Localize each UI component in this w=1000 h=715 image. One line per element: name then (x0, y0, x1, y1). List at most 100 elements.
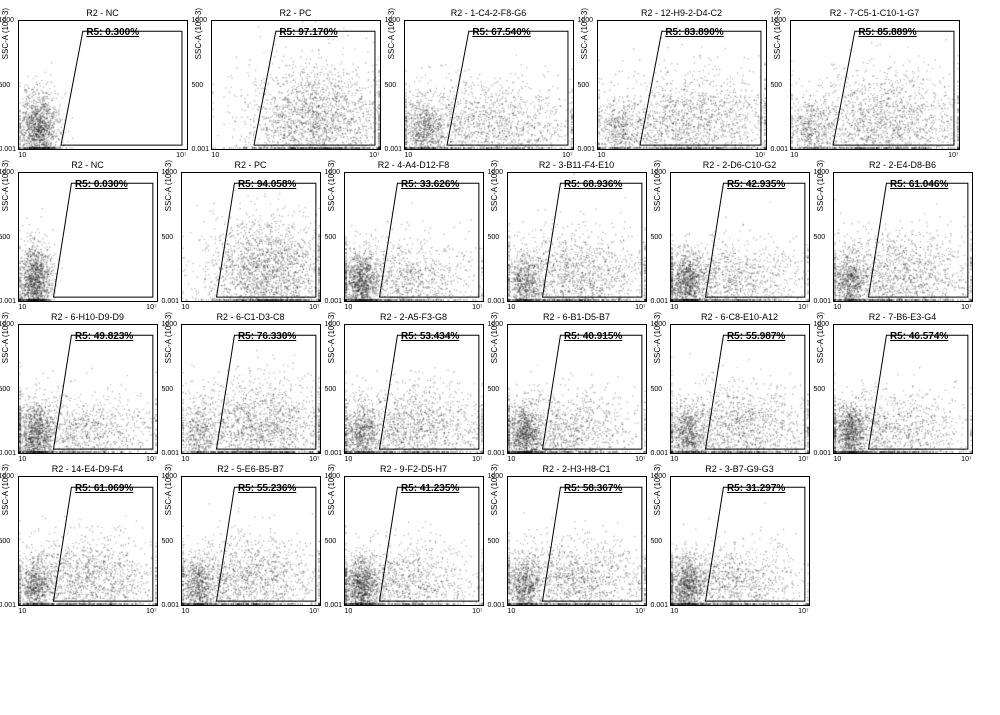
scatter-plot: SSC-A (10^-3)10005000.0011010⁷R5: 55.987… (670, 324, 810, 454)
scatter-plot: SSC-A (10^-3)10005000.0011010⁷R5: 46.574… (833, 324, 973, 454)
x-tick: 10 (182, 304, 190, 311)
y-tick: 500 (651, 538, 663, 545)
flow-panel: R2 - 14-E4-D9-F4 SSC-A (10^-3)10005000.00… (10, 464, 165, 606)
panel-title: R2 - PC (234, 160, 266, 170)
flow-panel: R2 - 6-H10-D9-D9SSC-A (10^-3)10005000.00… (10, 312, 165, 454)
x-tick: 10 (508, 608, 516, 615)
flow-panel: R2 - 2-A5-F3-G8SSC-A (10^-3)10005000.001… (336, 312, 491, 454)
y-tick: 500 (578, 82, 590, 89)
x-tick: 10 (182, 608, 190, 615)
y-axis-label: SSC-A (10^-3) (327, 464, 336, 515)
gate-label: R5: 61.069% (75, 483, 133, 494)
gate-label: R5: 61.046% (890, 179, 948, 190)
gate-polygon (671, 173, 809, 301)
y-tick: 1000 (0, 473, 14, 480)
flow-panel: R2 - 2-E4-D8-B6SSC-A (10^-3)10005000.001… (825, 160, 980, 302)
y-tick: 500 (651, 386, 663, 393)
gate-polygon (345, 325, 483, 453)
scatter-plot: SSC-A (10^-3)10005000.0011010⁷R5: 83.890… (597, 20, 767, 150)
y-tick: 1000 (385, 17, 401, 24)
y-axis-label: SSC-A (10^-3) (164, 312, 173, 363)
y-tick: 500 (651, 234, 663, 241)
y-axis-label: SSC-A (10^-3) (490, 312, 499, 363)
y-tick: 1000 (651, 321, 667, 328)
y-tick: 0.001 (325, 450, 343, 457)
y-axis-label: SSC-A (10^-3) (580, 8, 589, 59)
x-tick: 10 (671, 608, 679, 615)
gate-polygon (182, 173, 320, 301)
y-axis-label: SSC-A (10^-3) (653, 464, 662, 515)
x-tick: 10⁷ (146, 304, 156, 311)
y-tick: 1000 (192, 17, 208, 24)
gate-polygon (182, 325, 320, 453)
scatter-plot: SSC-A (10^-3)10005000.0011010⁷R5: 58.367… (507, 476, 647, 606)
gate-polygon (671, 477, 809, 605)
y-tick: 500 (771, 82, 783, 89)
y-tick: 1000 (325, 473, 341, 480)
flow-panel: R2 - 5-E6-B5-B7SSC-A (10^-3)10005000.001… (173, 464, 328, 606)
gate-label: R5: 42.935% (727, 179, 785, 190)
y-tick: 1000 (0, 321, 14, 328)
panel-title: R2 - 6-B1-D5-B7 (543, 312, 610, 322)
scatter-plot: SSC-A (10^-3)10005000.0011010⁷R5: 76.330… (181, 324, 321, 454)
y-tick: 0.001 (0, 298, 16, 305)
y-tick: 1000 (578, 17, 594, 24)
scatter-plot: SSC-A (10^-3)10005000.0011010⁷R5: 42.935… (670, 172, 810, 302)
y-tick: 0.001 (488, 602, 506, 609)
flow-panel: R2 - 3-B7-G9-G3SSC-A (10^-3)10005000.001… (662, 464, 817, 606)
panel-title: R2 - 2-D6-C10-G2 (703, 160, 777, 170)
gate-label: R5: 97.170% (279, 27, 337, 38)
scatter-plot: SSC-A (10^-3)10005000.0011010⁷R5: 94.058… (181, 172, 321, 302)
gate-polygon (671, 325, 809, 453)
y-tick: 0.001 (488, 298, 506, 305)
y-tick: 1000 (0, 17, 14, 24)
x-tick: 10⁷ (961, 456, 971, 463)
scatter-plot: SSC-A (10^-3)10005000.0011010⁷R5: 53.434… (344, 324, 484, 454)
x-tick: 10⁷ (798, 456, 808, 463)
y-tick: 0.001 (385, 146, 403, 153)
x-tick: 10 (19, 152, 27, 159)
gate-label: R5: 0.300% (86, 27, 139, 38)
y-tick: 500 (814, 386, 826, 393)
x-tick: 10 (508, 456, 516, 463)
x-tick: 10 (834, 456, 842, 463)
x-tick: 10⁷ (562, 152, 572, 159)
y-tick: 500 (162, 538, 174, 545)
flow-panel: R2 - 7-C5-1-C10-1-G7SSC-A (10^-3)1000500… (782, 8, 967, 150)
x-tick: 10 (671, 456, 679, 463)
panel-title: R2 - NC (86, 8, 119, 18)
y-tick: 1000 (651, 473, 667, 480)
y-tick: 1000 (0, 169, 14, 176)
y-axis-label: SSC-A (10^-3) (490, 160, 499, 211)
scatter-plot: SSC-A (10^-3)10005000.0011010⁷R5: 68.936… (507, 172, 647, 302)
panel-title: R2 - 7-B6-E3-G4 (869, 312, 937, 322)
y-tick: 0.001 (814, 450, 832, 457)
y-tick: 0.001 (162, 298, 180, 305)
x-tick: 10⁷ (309, 304, 319, 311)
panel-title: R2 - 14-E4-D9-F4 (52, 464, 124, 474)
y-tick: 1000 (488, 321, 504, 328)
flow-panel: R2 - 12-H9-2-D4-C2SSC-A (10^-3)10005000.… (589, 8, 774, 150)
y-tick: 0.001 (651, 298, 669, 305)
scatter-plot: SSC-A (10^-3)10005000.0011010⁷R5: 61.069… (18, 476, 158, 606)
gate-polygon (508, 477, 646, 605)
gate-polygon (834, 325, 972, 453)
x-tick: 10 (598, 152, 606, 159)
gate-polygon (508, 173, 646, 301)
x-tick: 10 (345, 304, 353, 311)
y-tick: 1000 (162, 473, 178, 480)
gate-label: R5: 55.236% (238, 483, 296, 494)
y-tick: 0.001 (488, 450, 506, 457)
gate-polygon (508, 325, 646, 453)
y-tick: 500 (0, 82, 10, 89)
y-tick: 1000 (162, 169, 178, 176)
gate-label: R5: 33.626% (401, 179, 459, 190)
x-tick: 10 (212, 152, 220, 159)
y-axis-label: SSC-A (10^-3) (816, 160, 825, 211)
x-tick: 10 (19, 304, 27, 311)
panel-title: R2 - 1-C4-2-F8-G6 (451, 8, 527, 18)
scatter-plot: SSC-A (10^-3)10005000.0011010⁷R5: 67.540… (404, 20, 574, 150)
gate-polygon (791, 21, 959, 149)
x-tick: 10 (182, 456, 190, 463)
figure-root: R2 - NCSSC-A (10^-3)10005000.0011010⁷R5:… (0, 0, 1000, 715)
